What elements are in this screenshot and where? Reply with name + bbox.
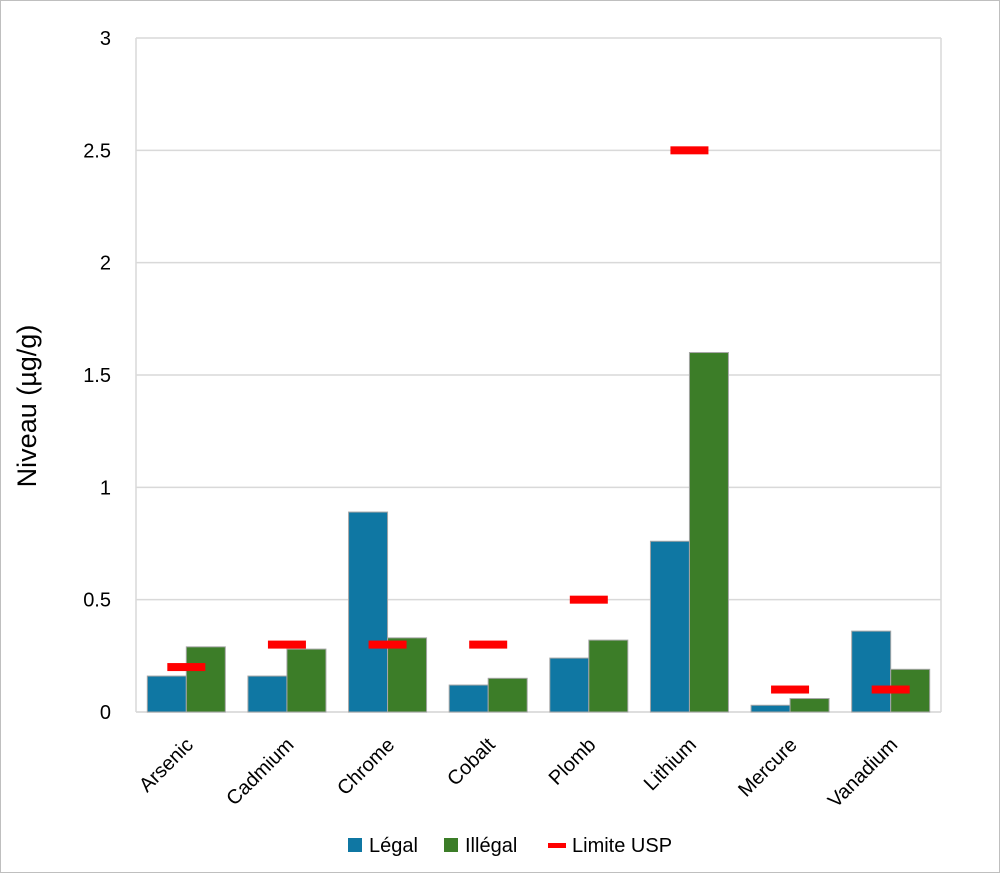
- y-tick-label: 0.5: [83, 590, 111, 612]
- x-axis-ticks: Arsenic Cadmium Chrome Cobalt Plomb Lithium Me…: [135, 734, 902, 813]
- x-tick-label: Arsenic: [135, 734, 198, 797]
- bar-legal-cadmium: [247, 675, 288, 713]
- grid-lines: [135, 37, 942, 713]
- legend: Légal Illégal Limite USP: [348, 835, 672, 857]
- legend-label-legal: Légal: [369, 835, 418, 857]
- limit-marker-plomb: [569, 595, 608, 604]
- y-axis-label: Niveau (µg/g): [12, 325, 42, 488]
- bar-illegal-chrome: [387, 637, 428, 713]
- y-tick-label: 1.5: [83, 365, 111, 387]
- y-tick-label: 3: [100, 28, 111, 50]
- bar-illegal-vanadium: [890, 668, 931, 713]
- bars: [146, 352, 931, 713]
- bar-illegal-lithium: [688, 352, 729, 713]
- x-tick-label: Lithium: [640, 734, 701, 795]
- limit-marker-chrome: [368, 640, 407, 649]
- legend-swatch-illegal: [444, 838, 458, 852]
- x-tick-label: Cadmium: [222, 734, 298, 810]
- limit-marker-cobalt: [469, 640, 508, 649]
- bar-legal-mercure: [750, 704, 791, 713]
- x-tick-label: Vanadium: [824, 734, 902, 812]
- bar-illegal-cadmium: [286, 648, 327, 713]
- bar-legal-cobalt: [448, 684, 489, 713]
- bar-legal-lithium: [649, 540, 690, 713]
- legend-swatch-legal: [348, 838, 362, 852]
- y-tick-label: 0: [100, 702, 111, 724]
- bar-legal-vanadium: [851, 630, 892, 713]
- limit-marker-cadmium: [267, 640, 306, 649]
- limit-marker-vanadium: [871, 685, 910, 694]
- x-tick-label: Chrome: [333, 734, 399, 800]
- y-tick-label: 2.5: [83, 140, 111, 162]
- bar-legal-plomb: [549, 657, 590, 713]
- legend-swatch-limit: [548, 843, 566, 848]
- bar-illegal-mercure: [789, 698, 830, 713]
- bar-illegal-arsenic: [185, 646, 226, 713]
- legend-label-limit: Limite USP: [572, 835, 672, 857]
- bar-illegal-plomb: [588, 639, 629, 713]
- legend-label-illegal: Illégal: [465, 835, 517, 857]
- bar-illegal-cobalt: [487, 677, 528, 713]
- limit-marker-arsenic: [167, 663, 206, 672]
- x-tick-label: Plomb: [545, 734, 601, 790]
- x-tick-label: Mercure: [734, 734, 801, 801]
- limit-marker-mercure: [771, 685, 810, 694]
- y-axis-ticks: 0 0.5 1 1.5 2 2.5 3: [83, 28, 111, 724]
- limit-markers: [167, 146, 910, 694]
- bar-legal-arsenic: [146, 675, 187, 713]
- y-tick-label: 1: [100, 477, 111, 499]
- x-tick-label: Cobalt: [443, 734, 500, 791]
- limit-marker-lithium: [670, 146, 709, 155]
- bar-legal-chrome: [348, 511, 389, 713]
- y-tick-label: 2: [100, 253, 111, 275]
